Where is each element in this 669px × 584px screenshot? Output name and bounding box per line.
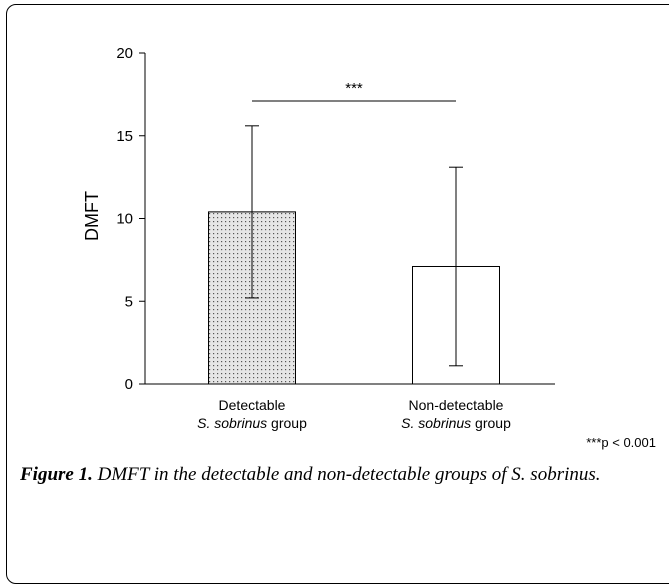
species-name: S. sobrinus (197, 415, 267, 431)
y-tick-label-1: 5 (125, 293, 133, 310)
x-tick-label-line2-0: S. sobrinus group (197, 415, 307, 431)
x-tick-label-line2-1: S. sobrinus group (401, 415, 511, 431)
significance-label: *** (345, 80, 363, 97)
species-name: S. sobrinus (401, 415, 471, 431)
y-tick-label-3: 15 (116, 128, 133, 145)
x-tick-label-line1-0: Detectable (219, 397, 286, 413)
group-word: group (267, 415, 307, 431)
bar-chart: 0 5 10 15 20 DMFT Detectable S. sobrinus group… (82, 45, 656, 450)
p-value-footnote: ***p < 0.001 (586, 435, 656, 450)
bars (208, 125, 500, 385)
labels: Detectable S. sobrinus group Non-detectabl… (197, 80, 656, 450)
y-tick-label-2: 10 (116, 211, 133, 228)
figure-caption: Figure 1. DMFT in the detectable and non… (20, 460, 660, 490)
y-axis-label: DMFT (82, 191, 102, 241)
figure-caption-text: DMFT in the detectable and non-detectabl… (92, 464, 601, 485)
figure-label: Figure 1. (20, 464, 93, 485)
x-tick-label-line1-1: Non-detectable (409, 397, 504, 413)
group-word: group (471, 415, 511, 431)
y-tick-label-4: 20 (116, 45, 133, 62)
y-tick-label-0: 0 (125, 376, 133, 393)
